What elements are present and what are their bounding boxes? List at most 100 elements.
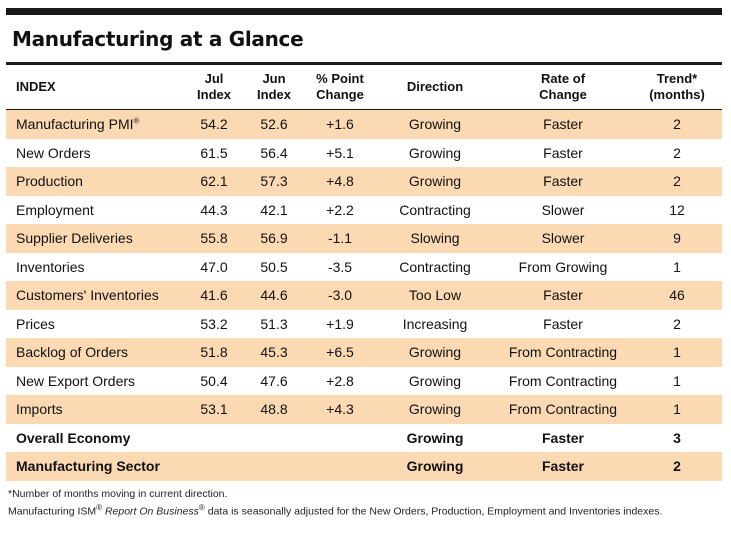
cell-point-change-text: -3.0 — [327, 287, 353, 304]
cell-point-change-text: +5.1 — [326, 144, 354, 161]
cell-trend-text: 9 — [673, 230, 681, 247]
cell-rate-of-change: Faster — [494, 452, 632, 481]
cell-jun-index — [244, 424, 304, 453]
cell-rate-of-change-text: Faster — [541, 429, 585, 446]
footnote-text: data is seasonally adjusted for the New … — [204, 505, 663, 517]
cell-direction-text: Too Low — [408, 287, 462, 304]
cell-jun-index: 48.8 — [244, 395, 304, 424]
header-row: INDEX Jul Index Jun Index % Point Change Di… — [6, 65, 722, 110]
header-rate-of-change: Rate of Change — [539, 71, 587, 102]
header-index: INDEX — [16, 79, 56, 94]
cell-index-text: Imports — [16, 401, 63, 418]
cell-trend-text: 2 — [673, 315, 681, 332]
cell-index-text: Supplier Deliveries — [16, 230, 133, 247]
cell-jun-index: 56.4 — [244, 139, 304, 168]
cell-point-change-text: +2.8 — [326, 372, 354, 389]
cell-direction: Growing — [376, 139, 494, 168]
table-row: Manufacturing Sector Growing Faster 2 — [6, 452, 722, 481]
cell-point-change: +1.9 — [304, 310, 376, 339]
cell-point-change-text: +2.2 — [326, 201, 354, 218]
cell-jun-index-text: 56.9 — [260, 230, 288, 247]
footnotes: *Number of months moving in current dire… — [6, 487, 722, 519]
cell-point-change: -1.1 — [304, 224, 376, 253]
table-row: New Export Orders 50.4 47.6 +2.8 Growing From… — [6, 367, 722, 396]
cell-index: Production — [6, 167, 184, 196]
cell-rate-of-change: Faster — [494, 109, 632, 139]
cell-direction-text: Contracting — [399, 258, 471, 275]
top-rule — [6, 8, 722, 15]
cell-rate-of-change-text: Faster — [543, 287, 583, 304]
cell-rate-of-change-text: Slower — [541, 201, 585, 218]
cell-jul-index: 61.5 — [184, 139, 244, 168]
cell-trend: 1 — [632, 338, 722, 367]
cell-jun-index-text: 42.1 — [260, 201, 288, 218]
cell-jul-index-text: 53.2 — [200, 315, 228, 332]
cell-direction-text: Growing — [408, 116, 462, 133]
cell-index-text: Inventories — [16, 258, 85, 275]
header-direction: Direction — [406, 79, 464, 94]
footnote-text: Manufacturing ISM — [8, 505, 97, 517]
cell-jul-index — [184, 424, 244, 453]
cell-point-change: +2.2 — [304, 196, 376, 225]
header-point-change: % Point Change — [316, 71, 364, 102]
cell-direction-text: Growing — [408, 372, 462, 389]
cell-direction-text: Growing — [406, 429, 464, 446]
cell-index-text: Manufacturing Sector — [16, 458, 160, 475]
cell-trend: 2 — [632, 452, 722, 481]
cell-rate-of-change: Faster — [494, 139, 632, 168]
cell-trend-text: 2 — [673, 173, 681, 190]
page-title: Manufacturing at a Glance — [12, 27, 304, 51]
cell-point-change-text: +4.3 — [326, 401, 354, 418]
cell-trend: 2 — [632, 109, 722, 139]
cell-rate-of-change-text: Faster — [541, 458, 585, 475]
cell-index: Manufacturing Sector — [6, 452, 184, 481]
cell-rate-of-change: Faster — [494, 310, 632, 339]
cell-jul-index: 55.8 — [184, 224, 244, 253]
cell-trend-text: 46 — [669, 287, 685, 304]
cell-index: Manufacturing PMI® — [6, 109, 184, 139]
cell-rate-of-change: Slower — [494, 224, 632, 253]
cell-point-change — [304, 424, 376, 453]
cell-jul-index — [184, 452, 244, 481]
cell-direction-text: Growing — [408, 401, 462, 418]
cell-jun-index: 51.3 — [244, 310, 304, 339]
cell-trend-text: 1 — [673, 344, 681, 361]
cell-direction-text: Contracting — [399, 201, 471, 218]
cell-point-change: +6.5 — [304, 338, 376, 367]
cell-trend: 2 — [632, 167, 722, 196]
cell-jun-index: 57.3 — [244, 167, 304, 196]
footnote-trend: *Number of months moving in current dire… — [8, 487, 228, 500]
cell-trend: 2 — [632, 310, 722, 339]
cell-direction: Too Low — [376, 281, 494, 310]
cell-rate-of-change-text: From Contracting — [508, 372, 618, 389]
cell-rate-of-change: Slower — [494, 196, 632, 225]
cell-trend-text: 2 — [673, 144, 681, 161]
cell-point-change: +1.6 — [304, 109, 376, 139]
cell-direction-text: Growing — [408, 144, 462, 161]
table-row: Customers' Inventories 41.6 44.6 -3.0 Too Lo… — [6, 281, 722, 310]
cell-index: Prices — [6, 310, 184, 339]
cell-trend-text: 1 — [673, 372, 681, 389]
table-row: Overall Economy Growing Faster 3 — [6, 424, 722, 453]
cell-direction-text: Growing — [406, 458, 464, 475]
registered-mark: ® — [96, 502, 103, 512]
cell-jun-index: 52.6 — [244, 109, 304, 139]
cell-jun-index-text: 45.3 — [260, 344, 288, 361]
cell-rate-of-change-text: From Contracting — [508, 401, 618, 418]
table-row: Employment 44.3 42.1 +2.2 Contracting Slower 1… — [6, 196, 722, 225]
cell-index: Employment — [6, 196, 184, 225]
cell-point-change: +2.8 — [304, 367, 376, 396]
table-row: New Orders 61.5 56.4 +5.1 Growing Faster 2 — [6, 139, 722, 168]
cell-jul-index-text: 62.1 — [200, 173, 228, 190]
table-row: Prices 53.2 51.3 +1.9 Increasing Faster 2 — [6, 310, 722, 339]
cell-jun-index: 50.5 — [244, 253, 304, 282]
cell-jul-index: 41.6 — [184, 281, 244, 310]
header-jun-index: Jun Index — [257, 71, 291, 102]
header-jul-index: Jul Index — [197, 71, 231, 102]
cell-jul-index: 53.2 — [184, 310, 244, 339]
cell-rate-of-change: Faster — [494, 424, 632, 453]
cell-jul-index-text: 41.6 — [200, 287, 228, 304]
cell-jun-index-text: 56.4 — [260, 144, 288, 161]
cell-rate-of-change-text: Faster — [543, 315, 583, 332]
cell-trend: 9 — [632, 224, 722, 253]
